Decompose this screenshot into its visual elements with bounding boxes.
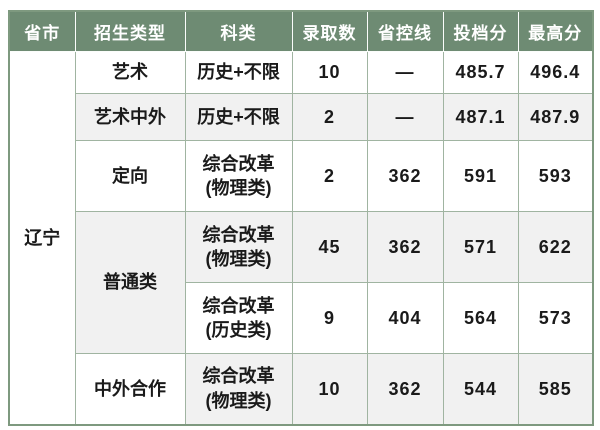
cell-admission-type: 艺术 [74,51,186,94]
header-province: 省市 [8,10,76,52]
cell-filing-score: 487.1 [442,93,519,141]
cell-admitted-count: 10 [291,353,368,425]
cell-admission-type: 定向 [74,140,186,212]
cell-filing-score: 485.7 [442,51,519,94]
cell-filing-score: 571 [442,211,519,283]
cell-admission-type: 中外合作 [74,353,186,425]
cell-subject-category: 综合改革 (物理类) [184,211,293,283]
cell-filing-score: 564 [442,282,519,354]
cell-admitted-count: 9 [291,282,368,354]
header-filing-score: 投档分 [442,10,519,52]
table-row-sino-foreign-coop: 中外合作 综合改革 (物理类) 10 362 544 585 [9,353,594,425]
cell-control-line: 404 [366,282,444,354]
admissions-score-table: 省市 招生类型 科类 录取数 省控线 投档分 最高分 辽宁 艺术 历史+不限 1… [8,10,594,426]
cell-control-line: — [366,51,444,94]
cell-admitted-count: 10 [291,51,368,94]
cell-admission-type: 普通类 [74,211,186,354]
cell-admitted-count: 45 [291,211,368,283]
cell-province: 辽宁 [8,51,76,425]
header-subject-category: 科类 [184,10,293,52]
cell-admission-type: 艺术中外 [74,93,186,141]
cell-highest-score: 585 [517,353,594,425]
header-highest-score: 最高分 [517,10,594,52]
cell-filing-score: 591 [442,140,519,212]
header-row: 省市 招生类型 科类 录取数 省控线 投档分 最高分 [8,10,594,52]
cell-highest-score: 487.9 [517,93,594,141]
cell-subject-category: 综合改革 (物理类) [184,140,293,212]
cell-subject-category: 历史+不限 [184,93,293,141]
cell-subject-category: 历史+不限 [184,51,293,94]
header-admitted-count: 录取数 [291,10,368,52]
cell-highest-score: 593 [517,140,594,212]
cell-filing-score: 544 [442,353,519,425]
cell-control-line: 362 [366,211,444,283]
table-row-regular-physics: 普通类 综合改革 (物理类) 45 362 571 622 [9,211,594,354]
cell-highest-score: 622 [517,211,594,283]
cell-subject-category: 综合改革 (历史类) [184,282,293,354]
cell-admitted-count: 2 [291,140,368,212]
cell-control-line: — [366,93,444,141]
header-admission-type: 招生类型 [74,10,186,52]
header-control-line: 省控线 [366,10,444,52]
cell-highest-score: 573 [517,282,594,354]
table-row-art-sino-foreign: 艺术中外 历史+不限 2 — 487.1 487.9 [9,93,594,141]
table-row-regular-history: 综合改革 (历史类) 9 404 564 573 [9,282,594,354]
cell-control-line: 362 [366,353,444,425]
table-row-directed: 定向 综合改革 (物理类) 2 362 591 593 [9,140,594,212]
cell-subject-category: 综合改革 (物理类) [184,353,293,425]
table-row-art: 辽宁 艺术 历史+不限 10 — 485.7 496.4 [8,51,594,425]
cell-highest-score: 496.4 [517,51,594,94]
cell-control-line: 362 [366,140,444,212]
cell-admitted-count: 2 [291,93,368,141]
